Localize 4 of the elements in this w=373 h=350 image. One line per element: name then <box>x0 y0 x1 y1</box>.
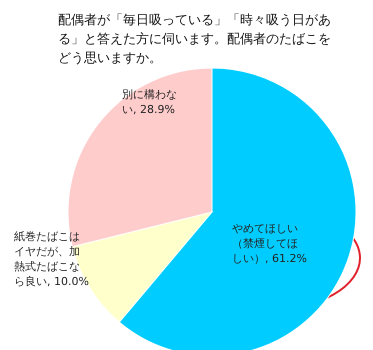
slice-label: 別に構わない, 28.9% <box>122 88 177 116</box>
slice-label: 紙巻たばこはイヤだが、加熱式たばこなら良い, 10.0% <box>14 230 89 288</box>
chart-title: 配偶者が「毎日吸っている」「時々吸う日がある」と答えた方に伺います。配偶者のたばこをどう思いますか。 <box>58 13 331 66</box>
slice-label: やめてほしい（禁煙してほしい）, 61.2% <box>232 222 307 265</box>
